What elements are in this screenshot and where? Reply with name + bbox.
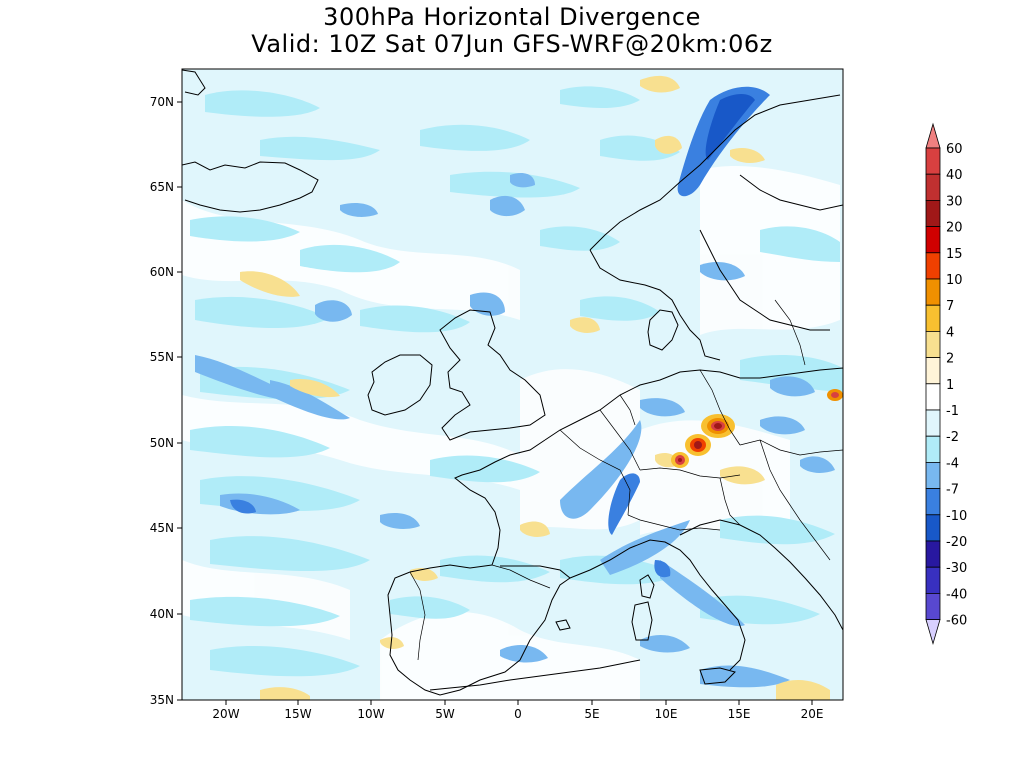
lon-label: 15W — [284, 707, 311, 721]
colorbar-segment — [925, 593, 941, 621]
lon-label: 0 — [514, 707, 522, 721]
lat-label: 50N — [150, 436, 174, 450]
colorbar-label: -7 — [946, 483, 959, 498]
colorbar-label: 40 — [946, 168, 963, 183]
colorbar-segment — [925, 226, 941, 254]
colorbar-segment — [925, 199, 941, 227]
colorbar-segment — [925, 147, 941, 175]
colorbar-label: 15 — [946, 247, 963, 262]
colorbar-segment — [925, 540, 941, 568]
contour-fields — [182, 69, 843, 700]
colorbar: 60 40 30 20 15 10 7 4 2 1 -1 -2 -4 -7 -10 -20 -30 -40 -60 — [925, 122, 967, 646]
lat-label: 45N — [150, 521, 174, 535]
lon-label: 5E — [584, 707, 599, 721]
chart-subtitle: Valid: 10Z Sat 07Jun GFS-WRF@20km:06z — [251, 30, 773, 58]
colorbar-segment — [925, 383, 941, 411]
weak-convergence-areas — [190, 86, 843, 677]
colorbar-segment — [925, 304, 941, 332]
country-borders — [409, 299, 843, 661]
weak-divergence-areas — [240, 75, 830, 700]
lon-label: 20E — [801, 707, 824, 721]
colorbar-label: 30 — [946, 194, 963, 209]
lon-label: 5W — [435, 707, 455, 721]
colorbar-label: 4 — [946, 325, 954, 340]
lon-label: 15E — [728, 707, 751, 721]
lon-label: 10E — [655, 707, 678, 721]
colorbar-label: -20 — [946, 535, 967, 550]
moderate-convergence-areas — [195, 173, 835, 688]
lat-label: 70N — [150, 95, 174, 109]
colorbar-label: -30 — [946, 561, 967, 576]
lon-label: 20W — [212, 707, 239, 721]
very-strong-convergence — [705, 94, 755, 160]
colorbar-segment — [925, 173, 941, 201]
colorbar-label: -60 — [946, 614, 967, 629]
coastlines — [182, 69, 843, 696]
lat-label: 55N — [150, 350, 174, 364]
lat-label: 60N — [150, 265, 174, 279]
colorbar-label: 1 — [946, 378, 954, 393]
colorbar-label: 20 — [946, 221, 963, 236]
colorbar-segment — [925, 461, 941, 489]
map-frame — [181, 68, 844, 701]
colorbar-label: 2 — [946, 352, 954, 367]
colorbar-segment — [925, 330, 941, 358]
latitude-axis: 70N 65N 60N 55N 50N 45N 40N 35N — [150, 95, 182, 707]
colorbar-segment — [925, 435, 941, 463]
colorbar-label: 10 — [946, 273, 963, 288]
colorbar-label: -10 — [946, 509, 967, 524]
colorbar-segment — [925, 252, 941, 280]
colorbar-segment — [925, 488, 941, 516]
lon-label: 10W — [357, 707, 384, 721]
colorbar-bottom-arrow — [925, 619, 941, 646]
lat-label: 35N — [150, 693, 174, 707]
lat-label: 65N — [150, 180, 174, 194]
colorbar-label: 7 — [946, 299, 954, 314]
lat-label: 40N — [150, 607, 174, 621]
colorbar-segment — [925, 278, 941, 306]
colorbar-label: -40 — [946, 587, 967, 602]
colorbar-top-arrow — [925, 122, 941, 149]
colorbar-label: 60 — [946, 142, 963, 157]
colorbar-segment — [925, 514, 941, 542]
longitude-axis: 20W 15W 10W 5W 0 5E 10E 15E 20E — [212, 700, 823, 721]
colorbar-segment — [925, 409, 941, 437]
chart-title: 300hPa Horizontal Divergence — [323, 3, 701, 31]
strong-divergence-cores — [671, 389, 843, 468]
colorbar-label: -1 — [946, 404, 959, 419]
colorbar-label: -4 — [946, 456, 959, 471]
colorbar-segment — [925, 566, 941, 594]
colorbar-segment — [925, 357, 941, 385]
colorbar-label: -2 — [946, 430, 959, 445]
